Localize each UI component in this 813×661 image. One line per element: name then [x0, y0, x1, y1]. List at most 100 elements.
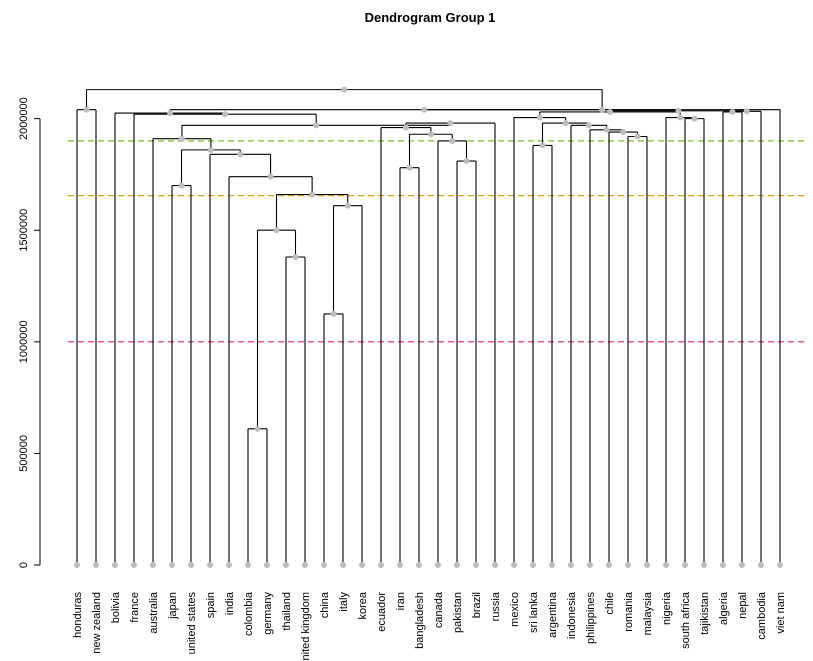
merge-point [729, 108, 736, 115]
leaf-point [492, 562, 498, 568]
leaf-label: china [319, 591, 331, 618]
leaf-label: spain [205, 592, 217, 618]
merge-point [222, 111, 229, 118]
leaf-label: nigeria [661, 591, 673, 625]
leaf-point [644, 562, 650, 568]
leaf-point [625, 562, 631, 568]
merge-point [178, 182, 185, 189]
merge-point [536, 114, 543, 121]
leaf-label: canada [433, 591, 445, 628]
leaf-label: malaysia [642, 591, 654, 635]
threshold-lines [68, 140, 805, 343]
merge-point [178, 135, 185, 142]
leaf-point [359, 562, 365, 568]
merge-point [341, 86, 348, 93]
y-tick-label: 1000000 [18, 320, 30, 363]
leaf-label: united states [186, 592, 198, 655]
leaf-label: philippines [585, 592, 597, 644]
merge-point [254, 425, 261, 432]
leaf-label: united kingdom [300, 592, 312, 661]
leaf-point [188, 562, 194, 568]
leaf-point [663, 562, 669, 568]
leaf-point [739, 562, 745, 568]
merge-point [83, 106, 90, 113]
merge-point [675, 107, 682, 114]
leaf-point [226, 562, 232, 568]
leaf-point [207, 562, 213, 568]
leaf-point [112, 562, 118, 568]
leaf-label: bangladesh [414, 592, 426, 649]
leaf-point [473, 562, 479, 568]
leaf-label: cambodia [756, 591, 768, 640]
leaf-point [530, 562, 536, 568]
merge-point [273, 227, 280, 234]
merge-point [599, 106, 606, 113]
leaf-label: brazil [471, 592, 483, 618]
merge-point [406, 164, 413, 171]
leaf-point [340, 562, 346, 568]
leaf-label: mexico [509, 592, 521, 627]
leaf-point [511, 562, 517, 568]
leaf-point [454, 562, 460, 568]
leaf-point [549, 562, 555, 568]
leaf-point [568, 562, 574, 568]
leaf-label: argentina [547, 591, 559, 638]
chart-title: Dendrogram Group 1 [365, 10, 496, 25]
leaf-point [283, 562, 289, 568]
leaf-point [416, 562, 422, 568]
leaf-label: viet nam [775, 592, 787, 634]
merge-point [402, 124, 409, 131]
leaf-point [435, 562, 441, 568]
leaf-point [302, 562, 308, 568]
leaf-point [720, 562, 726, 568]
merge-point [562, 120, 569, 127]
leaf-point [701, 562, 707, 568]
merge-point [267, 173, 274, 180]
leaf-label: japan [167, 592, 179, 620]
leaf-label: bolivia [110, 591, 122, 623]
leaf-label: sri lanka [528, 591, 540, 633]
leaf-label: south africa [680, 591, 692, 649]
leaf-point [378, 562, 384, 568]
leaf-labels: honduras new zealand bolivia france australi… [72, 591, 787, 661]
merge-point [449, 137, 456, 144]
leaf-label: tajikistan [699, 592, 711, 635]
leaf-label: honduras [72, 592, 84, 638]
merge-point [585, 122, 592, 129]
leaf-point [264, 562, 270, 568]
merge-point [344, 202, 351, 209]
leaf-label: france [129, 592, 141, 623]
leaf-point [606, 562, 612, 568]
merge-point [207, 146, 214, 153]
leaf-label: romania [623, 591, 635, 632]
leaf-label: australia [148, 591, 160, 633]
leaf-label: germany [262, 592, 274, 635]
y-tick-label: 2000000 [18, 97, 30, 140]
merge-point [691, 115, 698, 122]
leaf-point [682, 562, 688, 568]
leaf-label: ecuador [376, 592, 388, 632]
merge-point [620, 129, 627, 136]
leaf-point [93, 562, 99, 568]
leaf-label: colombia [243, 591, 255, 636]
merge-point [607, 108, 614, 115]
merge-point [447, 120, 454, 127]
merge-point [603, 126, 610, 133]
leaf-point [397, 562, 403, 568]
merge-point [427, 131, 434, 138]
leaf-point [150, 562, 156, 568]
merge-point [167, 110, 174, 117]
merge-point [292, 254, 299, 261]
leaf-label: algeria [718, 591, 730, 625]
leaf-label: india [224, 591, 236, 615]
leaf-label: italy [338, 592, 350, 612]
merge-point [313, 122, 320, 129]
leaf-point [777, 562, 783, 568]
leaf-label: russia [490, 591, 502, 621]
y-tick-label: 500000 [18, 435, 30, 472]
leaf-point [131, 562, 137, 568]
merge-points [74, 86, 783, 568]
leaf-label: korea [357, 591, 369, 619]
leaf-point [587, 562, 593, 568]
